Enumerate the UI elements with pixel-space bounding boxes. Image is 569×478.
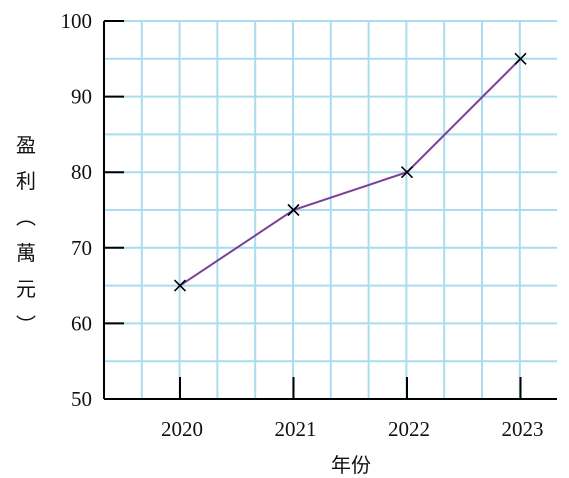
y-axis-title-char: 元 (16, 277, 36, 301)
grid-lines (104, 20, 557, 399)
y-axis-title-char: 萬 (16, 241, 36, 265)
y-tick-label: 90 (71, 85, 92, 109)
data-point-marker (400, 166, 414, 179)
y-axis-title-char: ︵ (16, 205, 36, 229)
y-axis-title-char: ︶ (16, 313, 36, 337)
y-tick-label: 100 (61, 9, 93, 33)
series-line (179, 58, 522, 287)
data-point-marker (287, 203, 300, 217)
x-axis-title: 年份 (331, 453, 371, 477)
y-axis-title-char: 利 (16, 169, 36, 193)
y-tick-label: 80 (71, 160, 92, 184)
y-tick-label: 70 (71, 236, 92, 260)
data-point-marker (514, 52, 527, 65)
series-group (173, 52, 527, 292)
data-point-marker (173, 279, 187, 292)
x-tick-label: 2021 (275, 417, 317, 441)
y-tick-label: 60 (71, 311, 92, 335)
x-tick-label: 2020 (161, 417, 203, 441)
y-tick-label: 50 (71, 387, 92, 411)
x-axis-ticks: 2020 2021 2022 2023 (161, 377, 544, 441)
x-tick-label: 2022 (388, 417, 430, 441)
x-tick-label: 2023 (502, 417, 544, 441)
y-axis-title-char: 盈 (16, 133, 36, 157)
y-axis-ticks: 50 60 70 80 90 100 (61, 9, 124, 411)
y-axis-title: 盈利 ︵ 萬元 ︶ (16, 133, 36, 337)
